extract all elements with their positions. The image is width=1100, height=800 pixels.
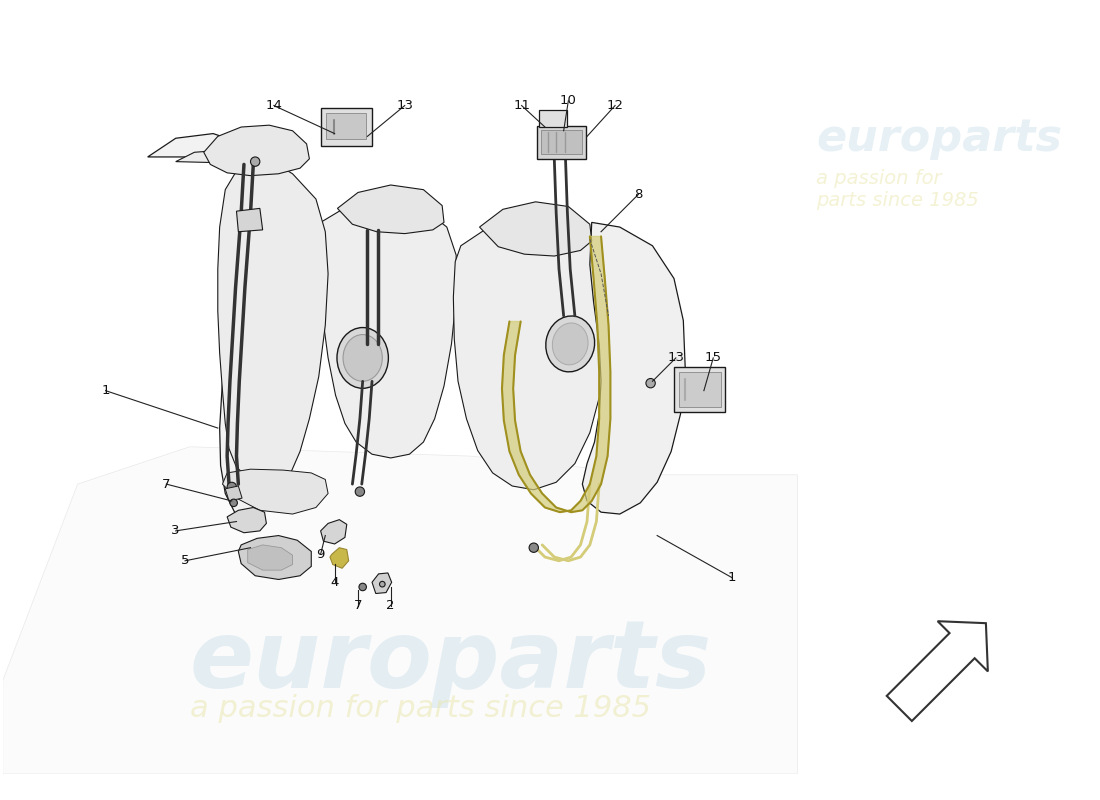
Polygon shape xyxy=(248,545,293,570)
Text: 2: 2 xyxy=(386,599,395,612)
Polygon shape xyxy=(502,237,610,512)
Text: 12: 12 xyxy=(606,99,624,112)
Text: 4: 4 xyxy=(330,576,339,589)
Polygon shape xyxy=(226,486,242,501)
Polygon shape xyxy=(227,507,266,533)
Bar xyxy=(539,110,568,127)
Text: 7: 7 xyxy=(354,599,362,612)
Text: 3: 3 xyxy=(172,524,180,538)
Ellipse shape xyxy=(552,323,589,365)
Polygon shape xyxy=(320,204,456,458)
Polygon shape xyxy=(320,520,346,544)
Polygon shape xyxy=(372,573,392,594)
Bar xyxy=(541,130,582,154)
Bar xyxy=(327,113,366,139)
Bar xyxy=(674,367,725,412)
Text: 13: 13 xyxy=(396,99,414,112)
Circle shape xyxy=(251,157,260,166)
Bar xyxy=(538,126,586,159)
Polygon shape xyxy=(887,621,988,721)
Polygon shape xyxy=(176,150,328,484)
Circle shape xyxy=(646,378,656,388)
Text: 1: 1 xyxy=(101,384,110,397)
Text: 11: 11 xyxy=(513,99,530,112)
Text: a passion for parts since 1985: a passion for parts since 1985 xyxy=(189,694,651,723)
Polygon shape xyxy=(3,446,797,774)
Bar xyxy=(679,372,721,407)
Text: 14: 14 xyxy=(265,99,283,112)
Text: 10: 10 xyxy=(560,94,576,107)
Polygon shape xyxy=(582,222,685,514)
Text: 7: 7 xyxy=(162,478,170,490)
Circle shape xyxy=(230,499,238,506)
Ellipse shape xyxy=(337,327,388,388)
Circle shape xyxy=(529,543,538,552)
Circle shape xyxy=(359,583,366,590)
Polygon shape xyxy=(236,208,263,232)
Polygon shape xyxy=(239,535,311,579)
Polygon shape xyxy=(147,134,260,522)
Polygon shape xyxy=(204,125,309,176)
Circle shape xyxy=(379,582,385,587)
Circle shape xyxy=(355,487,364,496)
Text: 9: 9 xyxy=(317,548,324,561)
Text: 8: 8 xyxy=(635,188,642,201)
Text: 5: 5 xyxy=(180,554,189,567)
Text: 13: 13 xyxy=(668,351,684,365)
Text: europarts: europarts xyxy=(816,117,1063,160)
Bar xyxy=(320,108,372,146)
Polygon shape xyxy=(453,218,610,490)
Text: 1: 1 xyxy=(728,571,736,584)
Polygon shape xyxy=(338,185,444,234)
Polygon shape xyxy=(330,548,349,568)
Text: a passion for
parts since 1985: a passion for parts since 1985 xyxy=(816,169,979,210)
Ellipse shape xyxy=(546,316,595,372)
Polygon shape xyxy=(222,469,328,514)
Text: europarts: europarts xyxy=(189,616,712,708)
Polygon shape xyxy=(480,202,592,256)
Text: 15: 15 xyxy=(705,351,722,365)
Ellipse shape xyxy=(343,334,383,382)
Circle shape xyxy=(227,482,236,492)
